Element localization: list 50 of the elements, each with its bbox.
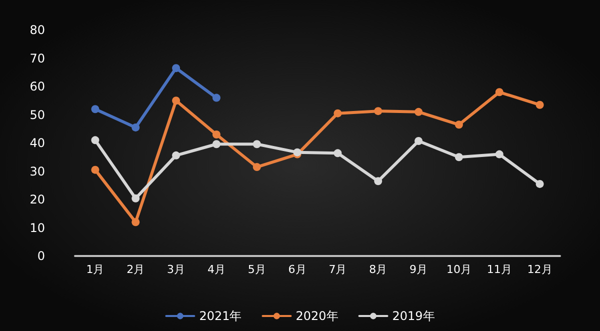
x-tick-label: 11月 [486,263,512,276]
point [454,153,463,162]
point [212,130,220,139]
point [374,177,382,186]
point [252,163,261,172]
x-tick-label: 6月 [288,263,306,276]
y-tick-label: 0 [37,249,45,263]
point [414,137,423,146]
point [334,109,342,118]
point [252,140,261,148]
point [91,136,100,144]
x-tick-label: 3月 [167,263,186,276]
x-tick-label: 9月 [410,263,428,276]
y-tick-label: 20 [30,192,45,206]
point [172,151,180,160]
y-tick-label: 80 [30,23,45,37]
x-tick-label: 10月 [446,263,472,276]
point [374,107,382,116]
point [132,194,140,202]
point [91,105,100,114]
point [495,88,504,96]
point [172,96,180,105]
legend-label: 2020年 [296,309,338,323]
x-tick-label: 4月 [207,263,226,276]
point [414,108,423,116]
point [334,149,342,158]
point [454,120,463,129]
y-tick-label: 60 [30,80,45,94]
point [212,140,220,148]
point [536,100,544,109]
x-tick-label: 12月 [527,263,552,276]
point [536,180,544,188]
point [172,64,180,72]
point [132,123,140,132]
x-tick-label: 8月 [369,263,388,276]
x-tick-label: 5月 [248,263,266,276]
y-tick-label: 50 [30,108,45,122]
x-tick-label: 7月 [328,263,347,276]
point [91,166,100,174]
legend-label: 2021年 [199,309,242,323]
point [212,94,220,102]
point [132,218,140,226]
point [495,150,504,158]
y-tick-label: 10 [30,220,45,235]
x-tick-label: 2月 [126,263,145,276]
y-tick-label: 40 [30,136,45,150]
x-tick-label: 1月 [86,263,104,276]
y-tick-label: 30 [30,164,45,178]
y-tick-label: 70 [30,51,45,66]
legend-label: 2019年 [392,309,435,323]
